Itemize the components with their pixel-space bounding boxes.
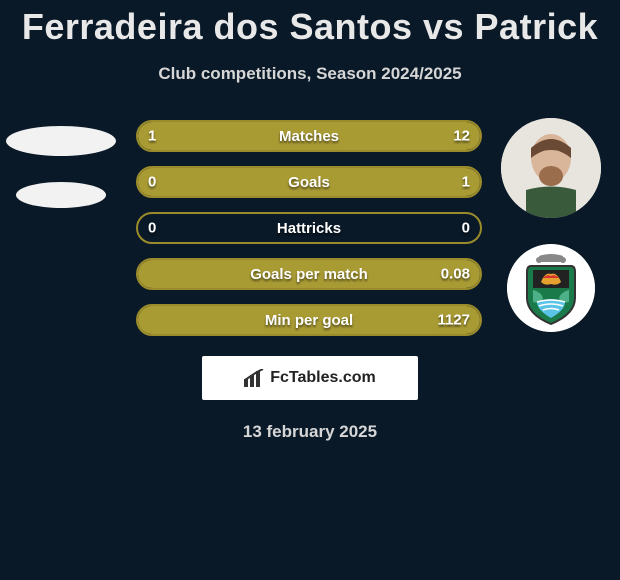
comparison-section: 1 Matches 12 0 Goals 1 0 Hattricks 0 Goa… [0, 120, 620, 336]
stat-value-left: 0 [148, 220, 156, 237]
stat-row-matches: 1 Matches 12 [136, 120, 482, 152]
subtitle: Club competitions, Season 2024/2025 [0, 64, 620, 84]
stat-label: Goals per match [250, 266, 368, 283]
team-crest-left [16, 182, 106, 208]
stat-label: Hattricks [277, 220, 341, 237]
stat-value-right: 12 [453, 128, 470, 145]
left-player-column [6, 120, 116, 208]
stat-row-hattricks: 0 Hattricks 0 [136, 212, 482, 244]
stat-value-left: 1 [148, 128, 156, 145]
person-icon [501, 118, 601, 218]
stat-value-right: 0 [462, 220, 470, 237]
shield-icon [507, 244, 595, 332]
player-avatar-left [6, 126, 116, 156]
stat-row-goals: 0 Goals 1 [136, 166, 482, 198]
stat-label: Goals [288, 174, 330, 191]
right-player-column [496, 118, 606, 332]
stat-value-right: 1 [462, 174, 470, 191]
team-crest-right [507, 244, 595, 332]
stat-row-min-per-goal: Min per goal 1127 [136, 304, 482, 336]
stat-row-goals-per-match: Goals per match 0.08 [136, 258, 482, 290]
stat-value-right: 0.08 [441, 266, 470, 283]
chart-icon [244, 369, 266, 387]
brand-text: FcTables.com [270, 369, 376, 387]
stat-label: Min per goal [265, 312, 353, 329]
brand-badge[interactable]: FcTables.com [202, 356, 418, 400]
stat-label: Matches [279, 128, 339, 145]
stat-value-right: 1127 [437, 312, 470, 329]
stat-value-left: 0 [148, 174, 156, 191]
stats-list: 1 Matches 12 0 Goals 1 0 Hattricks 0 Goa… [136, 120, 482, 336]
player-avatar-right [501, 118, 601, 218]
date-text: 13 february 2025 [0, 422, 620, 442]
page-title: Ferradeira dos Santos vs Patrick [0, 0, 620, 48]
